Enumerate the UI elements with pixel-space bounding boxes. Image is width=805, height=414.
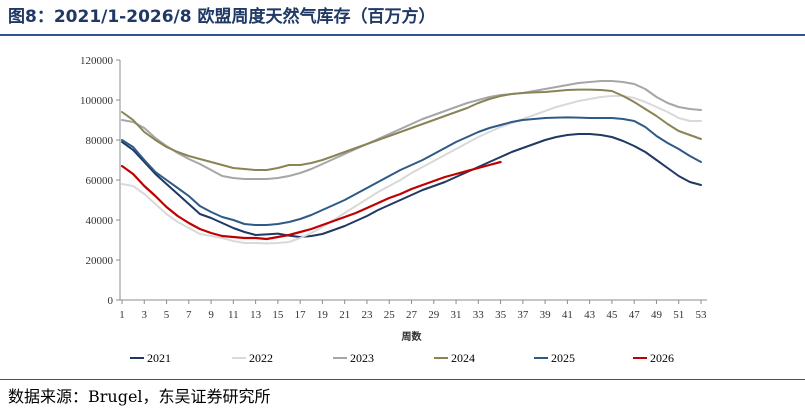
x-tick-label: 51 xyxy=(673,309,684,321)
series-line-2026 xyxy=(120,160,502,241)
x-tick-label: 19 xyxy=(317,309,329,321)
legend-label-2025: 2025 xyxy=(551,351,575,365)
source-note: 数据来源：Brugel，东吴证券研究所 xyxy=(8,387,271,406)
x-tick-label: 15 xyxy=(272,309,284,321)
x-tick-label: 27 xyxy=(406,309,418,321)
series-line-2021 xyxy=(121,133,702,238)
y-tick-label: 0 xyxy=(108,295,114,307)
x-tick-label: 9 xyxy=(208,309,214,321)
legend-label-2026: 2026 xyxy=(650,351,674,365)
title-divider xyxy=(0,34,805,36)
y-tick-label: 40000 xyxy=(86,215,114,227)
page-title: 图8：2021/1-2026/8 欧盟周度天然气库存（百万方） xyxy=(8,7,436,27)
x-tick-label: 39 xyxy=(540,309,552,321)
x-tick-label: 13 xyxy=(250,309,262,321)
chart-series-layer xyxy=(120,80,702,245)
y-tick-label: 20000 xyxy=(86,255,114,267)
legend-label-2024: 2024 xyxy=(451,351,475,365)
series-line-2025 xyxy=(121,116,702,226)
x-tick-label: 43 xyxy=(584,309,596,321)
source-divider xyxy=(0,379,805,380)
x-tick-label: 35 xyxy=(495,309,507,321)
x-tick-label: 45 xyxy=(606,309,618,321)
x-tick-label: 7 xyxy=(186,309,192,321)
x-axis-label: 周数 xyxy=(402,330,423,343)
x-tick-label: 37 xyxy=(517,309,529,321)
x-tick-label: 29 xyxy=(428,309,440,321)
x-tick-label: 31 xyxy=(451,309,462,321)
x-tick-label: 33 xyxy=(473,309,485,321)
y-tick-label: 120000 xyxy=(80,55,114,67)
y-tick-label: 60000 xyxy=(86,175,114,187)
x-tick-label: 21 xyxy=(339,309,350,321)
legend-label-2023: 2023 xyxy=(350,351,374,365)
x-tick-label: 41 xyxy=(562,309,573,321)
legend-label-2021: 2021 xyxy=(147,351,171,365)
series-line-2022 xyxy=(121,95,702,245)
x-tick-label: 23 xyxy=(361,309,373,321)
y-tick-label: 100000 xyxy=(80,95,114,107)
series-line-2024 xyxy=(121,88,702,171)
x-tick-label: 25 xyxy=(384,309,396,321)
y-tick-label: 80000 xyxy=(86,135,114,147)
legend-label-2022: 2022 xyxy=(249,351,273,365)
x-tick-label: 3 xyxy=(142,309,148,321)
x-tick-label: 53 xyxy=(696,309,708,321)
x-tick-label: 1 xyxy=(119,309,125,321)
x-tick-label: 5 xyxy=(164,309,170,321)
series-line-2023 xyxy=(121,80,702,180)
x-tick-label: 17 xyxy=(295,309,307,321)
x-tick-label: 49 xyxy=(651,309,663,321)
x-tick-label: 47 xyxy=(629,309,641,321)
x-tick-label: 11 xyxy=(228,309,239,321)
chart-legend: 2021 2022 2023 2024 2025 2026 xyxy=(130,351,674,365)
